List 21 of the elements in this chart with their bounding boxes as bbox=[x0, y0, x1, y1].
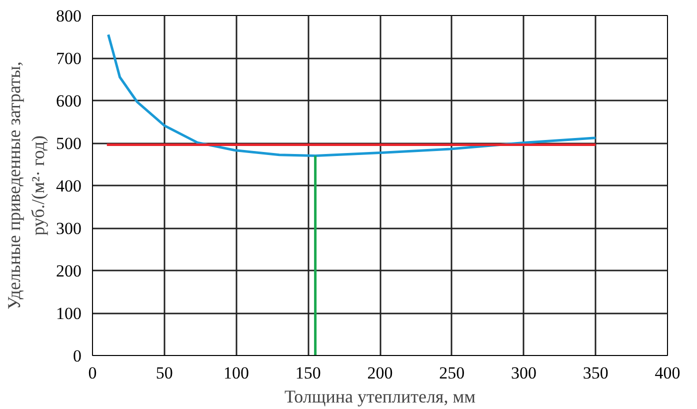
y-tick-label: 800 bbox=[56, 6, 82, 26]
y-tick-label: 400 bbox=[56, 176, 82, 196]
x-tick-label: 100 bbox=[224, 364, 249, 382]
x-tick-label: 300 bbox=[511, 364, 536, 382]
y-tick-label: 200 bbox=[56, 262, 82, 280]
y-tick-label: 600 bbox=[56, 92, 82, 110]
y-tick-label: 300 bbox=[56, 219, 82, 238]
y-axis-title: Удельные приведенные затраты, руб./(м²· год) bbox=[4, 62, 48, 310]
y-tick-label: 0 bbox=[73, 346, 82, 366]
x-tick-label: 150 bbox=[295, 364, 321, 382]
x-tick-label: 400 bbox=[654, 364, 680, 382]
y-tick-label: 500 bbox=[56, 134, 82, 153]
x-tick-label: 200 bbox=[367, 364, 393, 382]
x-tick-label: 50 bbox=[156, 364, 173, 382]
y-tick-label: 100 bbox=[56, 304, 82, 323]
x-tick-label: 350 bbox=[582, 364, 608, 382]
x-tick-label: 0 bbox=[88, 364, 97, 382]
line-series bbox=[107, 33, 597, 157]
x-axis-title: Толщина утеплителя, мм bbox=[284, 386, 476, 406]
y-tick-label: 700 bbox=[56, 49, 82, 68]
x-tick-label: 250 bbox=[439, 364, 465, 382]
